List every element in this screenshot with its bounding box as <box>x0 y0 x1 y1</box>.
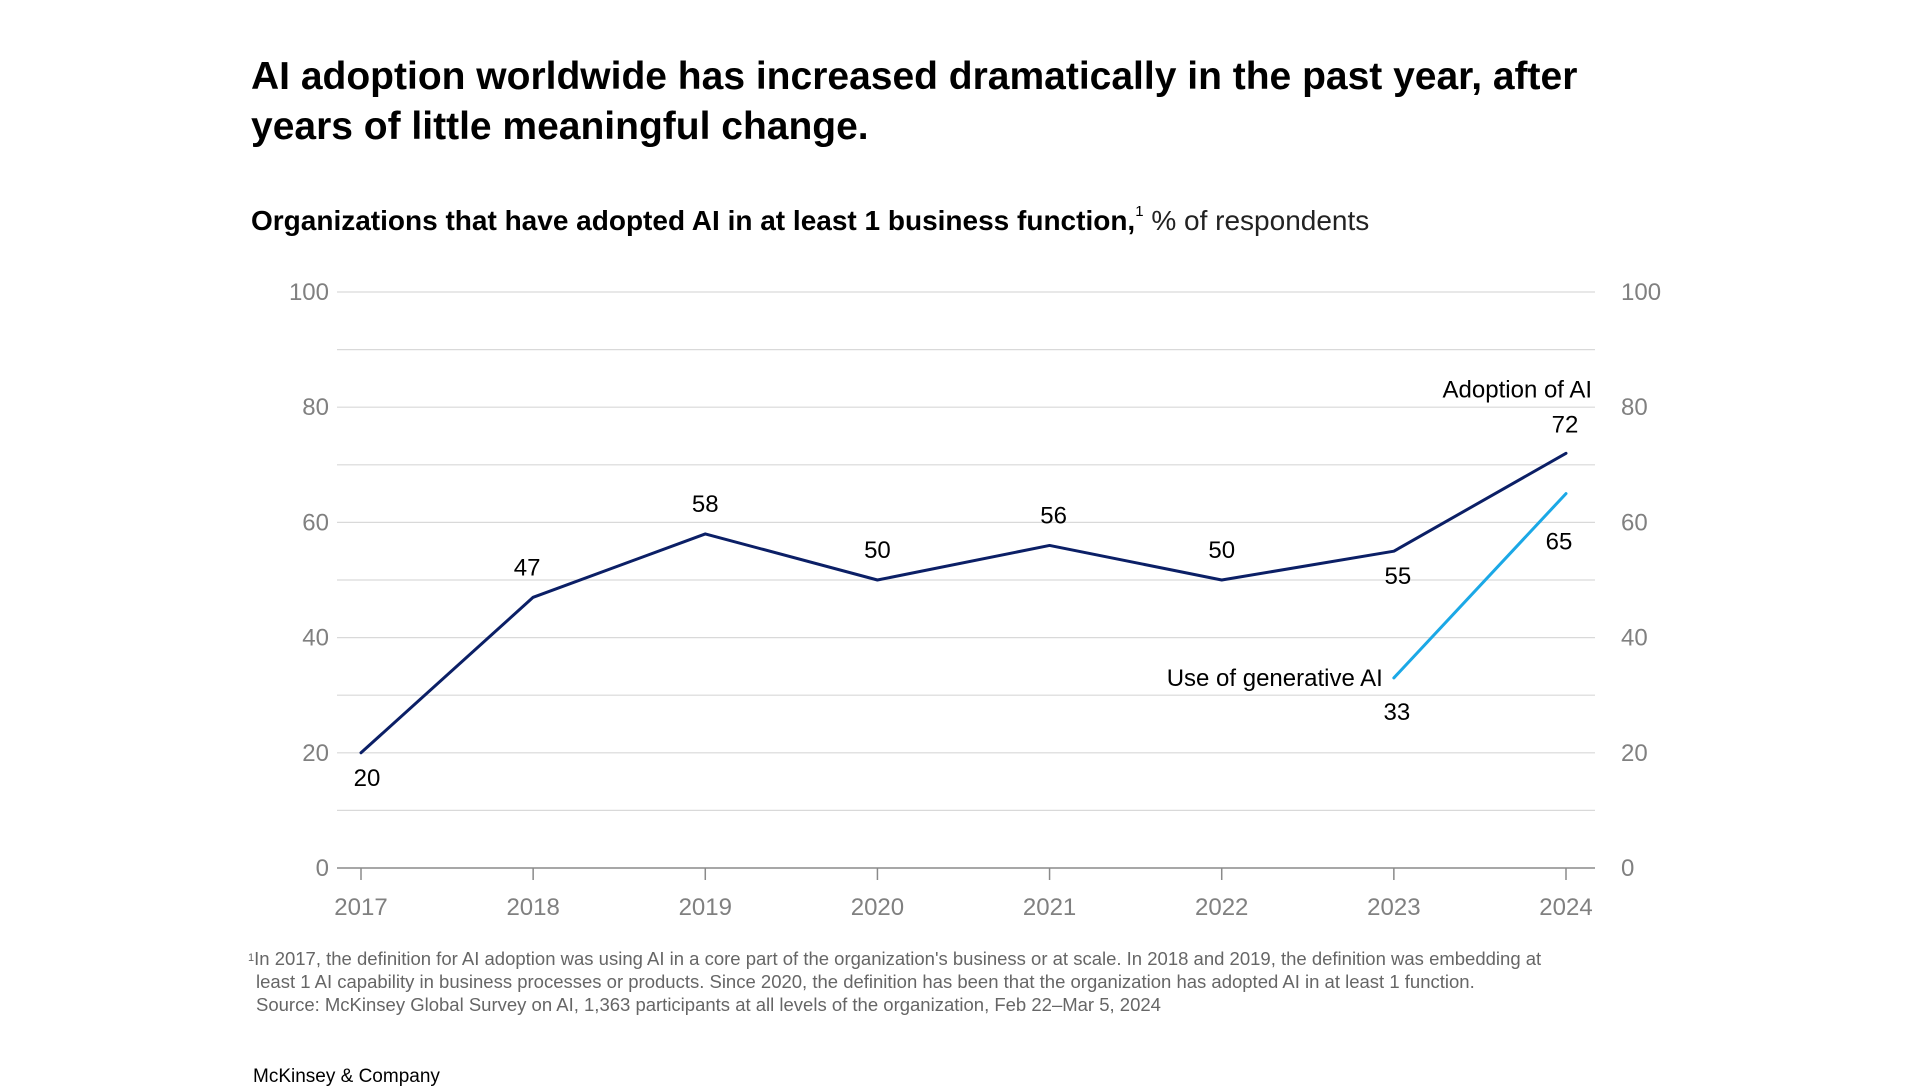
x-tick-label: 2020 <box>851 894 904 921</box>
adoption-of-ai-line <box>359 451 1568 755</box>
data-labels: 20 47 58 50 56 50 55 72 33 65 Adoption of AI Use of… <box>354 376 1592 792</box>
x-tick-label: 2017 <box>334 894 387 921</box>
chart-title: AI adoption worldwide has increased dram… <box>251 55 1578 148</box>
subtitle-unit: % of respondents <box>1143 205 1370 236</box>
data-label-adoption: 55 <box>1385 563 1412 590</box>
y-tick-label-left: 40 <box>302 625 329 652</box>
data-label-adoption: 20 <box>354 765 381 792</box>
y-axis-right: 0 20 40 60 80 100 <box>1621 279 1661 882</box>
subtitle-main: Organizations that have adopted AI in at… <box>251 205 1136 236</box>
series-label-adoption-of-ai: Adoption of AI <box>1443 376 1592 403</box>
chart-notes: 1In 2017, the definition for AI adoption… <box>248 947 1688 1016</box>
brand-name: McKinsey & Company <box>253 1066 440 1087</box>
y-tick-label-right: 20 <box>1621 740 1648 767</box>
data-label-generative: 33 <box>1384 699 1411 726</box>
note-text-1: In 2017, the definition for AI adoption … <box>254 948 1542 969</box>
y-tick-label-left: 60 <box>302 509 329 536</box>
y-tick-label-right: 40 <box>1621 625 1648 652</box>
generative-ai-line <box>1392 492 1568 680</box>
note-line-2: least 1 AI capability in business proces… <box>256 971 1475 992</box>
data-label-adoption: 58 <box>692 491 719 518</box>
data-label-generative: 65 <box>1546 529 1573 556</box>
x-tick-label: 2019 <box>679 894 732 921</box>
y-tick-label-left: 80 <box>302 394 329 421</box>
x-axis: 2017 2018 2019 2020 2021 2022 2023 2024 <box>334 868 1593 921</box>
y-tick-label-right: 60 <box>1621 509 1648 536</box>
y-tick-label-right: 0 <box>1621 855 1634 882</box>
x-tick-label: 2021 <box>1023 894 1076 921</box>
y-axis-left: 0 20 40 60 80 100 <box>289 279 329 882</box>
data-label-adoption: 72 <box>1552 411 1579 438</box>
series-label-generative-ai: Use of generative AI <box>1167 665 1383 692</box>
x-tick-label: 2024 <box>1539 894 1592 921</box>
y-tick-label-left: 0 <box>316 855 329 882</box>
y-tick-label-left: 100 <box>289 279 329 306</box>
x-tick-label: 2022 <box>1195 894 1248 921</box>
chart-subtitle: Organizations that have adopted AI in at… <box>251 203 1370 237</box>
note-line-1: 1In 2017, the definition for AI adoption… <box>248 947 1688 970</box>
data-label-adoption: 56 <box>1040 502 1067 529</box>
chart-series <box>359 451 1568 755</box>
data-label-adoption: 50 <box>864 537 891 564</box>
source-note: Source: McKinsey Global Survey on AI, 1,… <box>256 994 1161 1015</box>
y-tick-label-right: 100 <box>1621 279 1661 306</box>
note-marker: 1 <box>248 952 255 964</box>
x-tick-label: 2023 <box>1367 894 1420 921</box>
subtitle-footnote-marker: 1 <box>1135 203 1144 220</box>
data-label-adoption: 47 <box>514 554 541 581</box>
y-tick-label-right: 80 <box>1621 394 1648 421</box>
data-label-adoption: 50 <box>1208 537 1235 564</box>
x-tick-label: 2018 <box>506 894 559 921</box>
y-tick-label-left: 20 <box>302 740 329 767</box>
chart-gridlines <box>337 291 1595 869</box>
